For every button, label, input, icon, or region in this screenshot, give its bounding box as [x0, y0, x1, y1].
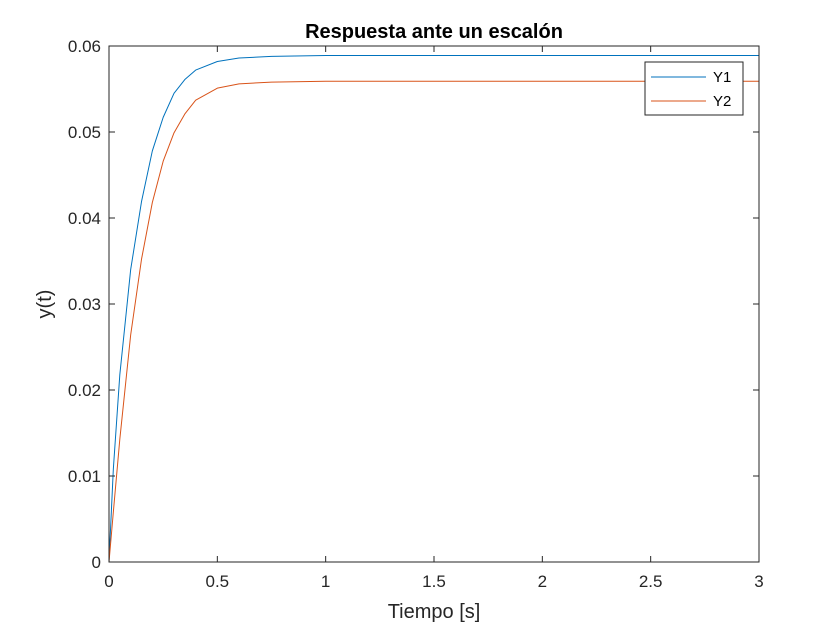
x-tick-label: 2.5	[639, 572, 663, 591]
chart-title: Respuesta ante un escalón	[305, 21, 563, 43]
plot-area	[109, 46, 759, 562]
x-tick-label: 3	[754, 572, 763, 591]
y-tick-label: 0	[92, 553, 101, 572]
y-tick-label: 0.01	[68, 467, 101, 486]
plot-frame	[108, 45, 760, 563]
series-line-y1	[108, 54, 759, 563]
legend-label-y2: Y2	[713, 93, 731, 110]
legend: Y1 Y2	[644, 61, 744, 116]
x-axis-label: Tiempo [s]	[388, 601, 481, 623]
x-tick-label: 0.5	[206, 572, 230, 591]
series-line-y2	[108, 80, 759, 563]
y-tick-label: 0.05	[68, 123, 101, 142]
y-tick-label: 0.03	[68, 295, 101, 314]
x-tick-label: 2	[538, 572, 547, 591]
x-tick-label: 1.5	[422, 572, 446, 591]
y-tick-label: 0.06	[68, 37, 101, 56]
x-tick-label: 0	[104, 572, 113, 591]
y-axis-label: y(t)	[34, 290, 56, 319]
legend-label-y1: Y1	[713, 69, 731, 86]
x-tick-label: 1	[321, 572, 330, 591]
legend-box	[644, 61, 744, 116]
y-tick-label: 0.04	[68, 209, 101, 228]
series-layer	[108, 54, 759, 563]
y-tick-label: 0.02	[68, 381, 101, 400]
